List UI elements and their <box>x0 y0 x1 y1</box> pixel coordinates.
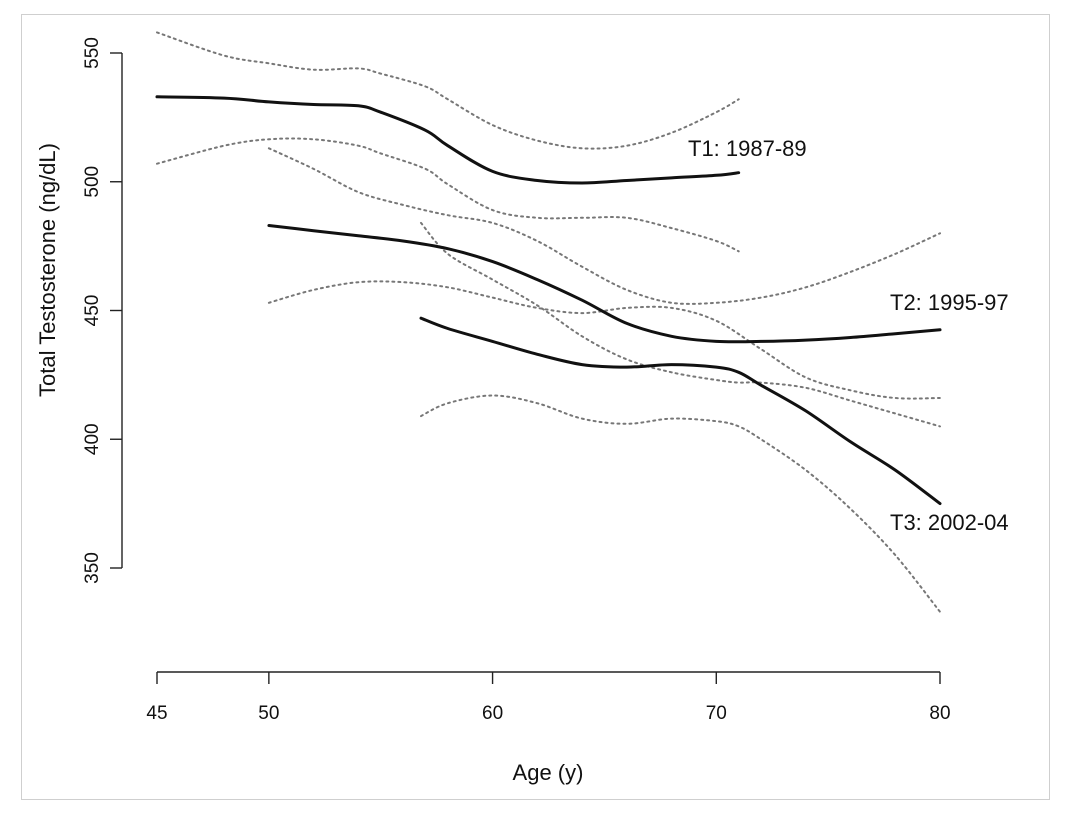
series-1-line <box>155 95 741 185</box>
chart-frame <box>21 14 1050 800</box>
y-tick-label-500: 500 <box>82 166 103 198</box>
y-tick-label-350: 350 <box>82 552 103 584</box>
series-3-ci-upper <box>420 221 941 428</box>
series-lines <box>155 95 942 506</box>
x-axis: 45 50 60 70 80 <box>146 671 951 724</box>
series-3-label: T3: 2002-04 <box>890 510 1009 535</box>
y-tick-label-450: 450 <box>82 295 103 327</box>
series-1-ci-lower <box>156 137 740 253</box>
x-tick-label-70: 70 <box>706 703 727 724</box>
series-2-label: T2: 1995-97 <box>890 290 1009 315</box>
confidence-bands <box>156 31 941 613</box>
y-axis: 350 400 450 500 550 <box>82 37 123 584</box>
x-tick-label-80: 80 <box>929 703 950 724</box>
x-tick-label-50: 50 <box>258 703 279 724</box>
x-tick-label-45: 45 <box>146 703 167 724</box>
series-2-ci-upper <box>267 147 941 305</box>
series-labels: T1: 1987-89 T2: 1995-97 T3: 2002-04 <box>688 136 1009 535</box>
x-tick-label-60: 60 <box>482 703 503 724</box>
y-axis-title: Total Testosterone (ng/dL) <box>35 143 60 397</box>
series-3-line <box>419 316 942 506</box>
y-tick-label-400: 400 <box>82 423 103 455</box>
series-1-label: T1: 1987-89 <box>688 136 807 161</box>
series-2-ci-lower <box>267 280 941 400</box>
series-3-ci-lower <box>420 394 941 613</box>
series-1-ci-upper <box>156 31 740 150</box>
y-tick-label-550: 550 <box>82 37 103 69</box>
series-2-line <box>267 224 942 344</box>
x-axis-title: Age (y) <box>513 760 584 785</box>
